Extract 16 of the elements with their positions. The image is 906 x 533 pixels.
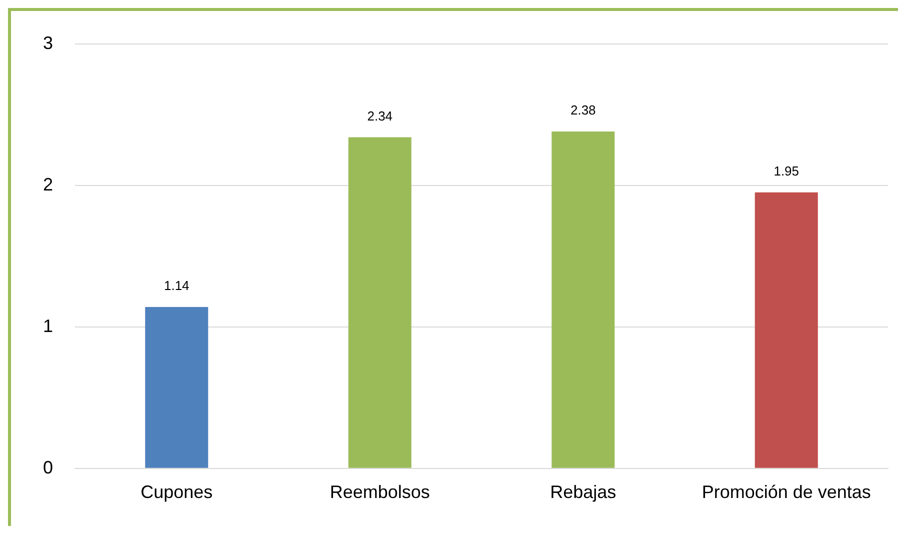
bar	[552, 132, 615, 468]
data-label: 1.14	[164, 278, 190, 294]
data-label: 2.38	[570, 102, 596, 118]
y-tick-label: 3	[42, 32, 54, 53]
y-tick-label: 0	[42, 457, 54, 478]
y-tick-label: 1	[42, 316, 54, 336]
y-tick-label: 2	[42, 174, 54, 194]
bar	[145, 307, 208, 468]
x-tick-label: Cupones	[140, 482, 213, 502]
x-tick-label: Reembolsos	[330, 482, 430, 502]
data-label: 2.34	[367, 108, 393, 124]
x-tick-label: Rebajas	[550, 482, 616, 502]
bar	[348, 137, 412, 468]
bar	[754, 192, 818, 468]
data-label: 1.95	[774, 163, 800, 178]
x-tick-label: Promoción de ventas	[702, 482, 871, 502]
